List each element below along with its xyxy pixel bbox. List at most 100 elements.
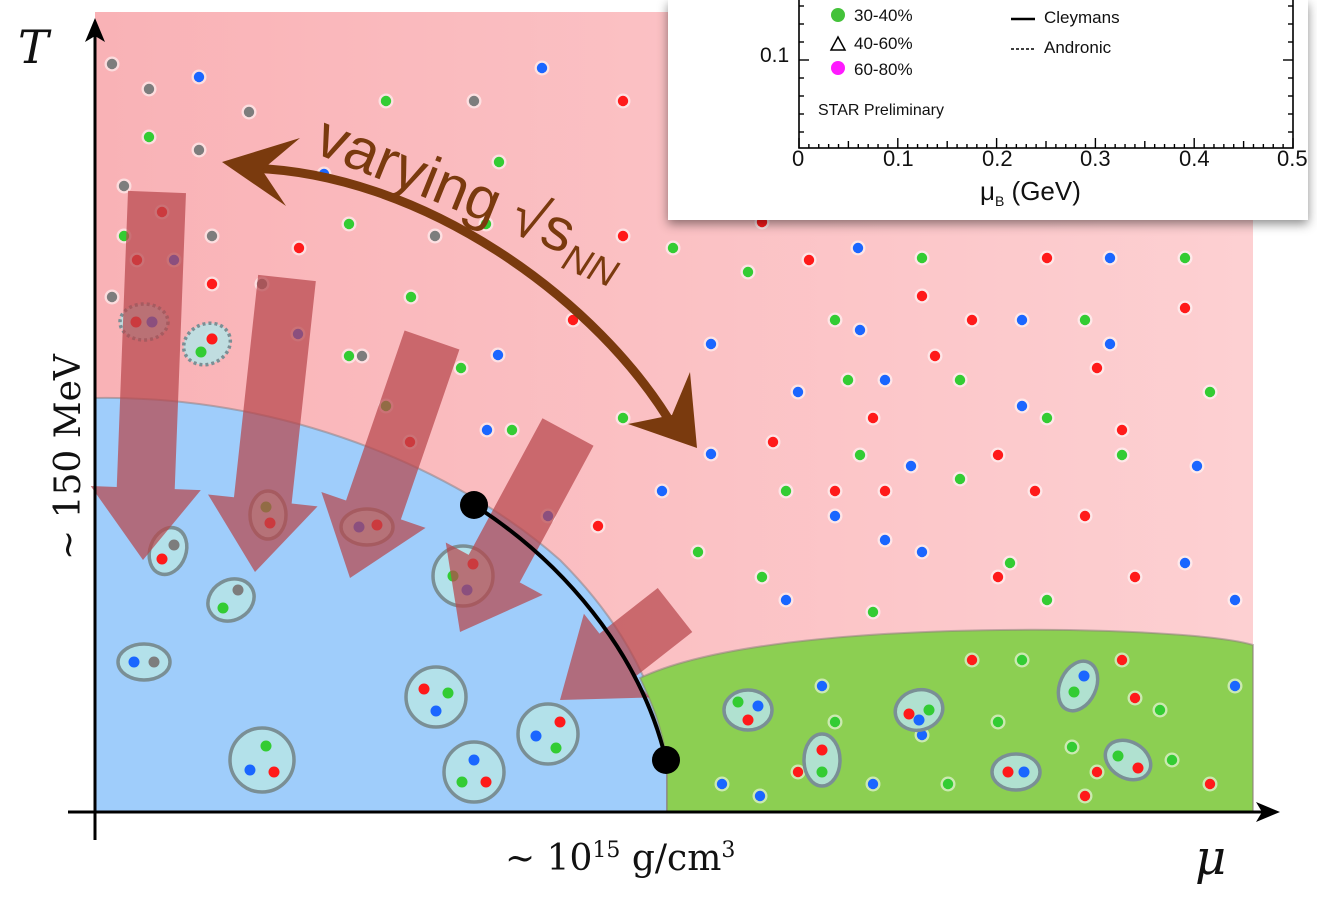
- quark-dot: [867, 412, 879, 424]
- quark-dot: [1104, 338, 1116, 350]
- quark-dot: [1129, 692, 1141, 704]
- quark-dot: [1079, 314, 1091, 326]
- quark-dot: [1016, 314, 1028, 326]
- quark-dot: [1204, 778, 1216, 790]
- hadron-bubble: [206, 577, 256, 623]
- critical-point: [460, 491, 488, 519]
- quark-dot: [493, 156, 505, 168]
- quark-dot: [879, 485, 891, 497]
- inset-xtick-3: 0.3: [1080, 146, 1111, 171]
- quark-dot: [656, 485, 668, 497]
- quark-dot: [1204, 386, 1216, 398]
- quark-dot: [842, 374, 854, 386]
- quark-dot: [916, 546, 928, 558]
- quark-dot: [992, 449, 1004, 461]
- quark-dot: [916, 729, 928, 741]
- quark-dot: [293, 242, 305, 254]
- inset-xtick-4: 0.4: [1179, 146, 1210, 171]
- quark-dot: [816, 680, 828, 692]
- quark-dot: [106, 58, 118, 70]
- freeze-out-arrow: [321, 330, 460, 578]
- quark-dot: [754, 790, 766, 802]
- inset-axes: [798, 0, 1294, 149]
- hadron-bubble: [116, 642, 172, 682]
- quark-dot: [929, 350, 941, 362]
- quark-dot: [118, 180, 130, 192]
- quark-dot: [716, 778, 728, 790]
- legend-marker-60-80: [831, 61, 845, 75]
- quark-dot: [852, 242, 864, 254]
- quark-dot: [1229, 594, 1241, 606]
- legend-label-andronic: Andronic: [1044, 38, 1112, 57]
- quark-dot: [1116, 449, 1128, 461]
- quark-dot: [867, 778, 879, 790]
- inset-xtick-5: 0.5: [1277, 146, 1308, 171]
- freeze-out-arrow: [208, 274, 318, 572]
- inset-credit: STAR Preliminary: [818, 102, 944, 119]
- quark-dot: [705, 448, 717, 460]
- quark-dot: [966, 314, 978, 326]
- quark-dot: [742, 266, 754, 278]
- quark-dot: [343, 218, 355, 230]
- quark-dot: [617, 95, 629, 107]
- hadron-bubble: [516, 702, 580, 766]
- quark-dot: [1154, 704, 1166, 716]
- quark-dot: [617, 230, 629, 242]
- hadron-bubble: [802, 732, 842, 788]
- quark-dot: [854, 324, 866, 336]
- quark-dot: [867, 606, 879, 618]
- phase-transition-line: [472, 503, 668, 761]
- legend-label-30-40: 30-40%: [854, 6, 913, 25]
- quark-dot: [1029, 485, 1041, 497]
- hadron-bubble: [442, 740, 506, 804]
- quark-dot: [455, 362, 467, 374]
- inset-xlabel-subscript: B: [994, 193, 1005, 210]
- quark-dot: [1179, 302, 1191, 314]
- quark-dot: [1179, 252, 1191, 264]
- freeze-out-arrows: [90, 190, 693, 700]
- legend-label-40-60: 40-60%: [854, 34, 913, 53]
- quark-dot: [667, 242, 679, 254]
- quark-dot: [692, 546, 704, 558]
- endpoint: [652, 746, 680, 774]
- quark-dot: [1091, 362, 1103, 374]
- double-arrow-head-right: [628, 372, 697, 448]
- density-unit: g/cm: [620, 838, 722, 879]
- quark-dot: [1116, 654, 1128, 666]
- temperature-axis-symbol: T: [18, 20, 49, 74]
- freeze-out-arrow: [560, 587, 693, 700]
- quark-dot: [592, 520, 604, 532]
- quark-dot: [756, 571, 768, 583]
- quark-dot: [905, 460, 917, 472]
- quark-dot: [879, 534, 891, 546]
- freeze-out-arrow: [445, 418, 594, 632]
- density-scale-label: ~ 1015 g/cm3: [505, 838, 735, 879]
- quark-dot: [536, 62, 548, 74]
- quark-dot: [480, 218, 492, 230]
- hadron-bubble: [1056, 659, 1100, 713]
- quark-dot: [1091, 766, 1103, 778]
- inset-xtick-1: 0.1: [883, 146, 914, 171]
- hadron-bubble: [722, 688, 774, 732]
- quark-dot: [492, 349, 504, 361]
- quark-dot: [916, 290, 928, 302]
- quark-dot: [854, 449, 866, 461]
- quark-dot: [143, 131, 155, 143]
- quark-dot: [405, 291, 417, 303]
- inset-xtick-0: 0: [792, 146, 805, 171]
- legend-marker-30-40: [831, 8, 845, 22]
- quark-dot: [356, 350, 368, 362]
- hadron-bubble: [1103, 738, 1153, 782]
- quark-dot: [954, 473, 966, 485]
- quark-dot: [193, 71, 205, 83]
- quark-dot: [792, 766, 804, 778]
- quark-dot: [829, 314, 841, 326]
- quark-dot: [468, 95, 480, 107]
- quark-dot: [1079, 790, 1091, 802]
- quark-dot: [829, 510, 841, 522]
- quark-dot: [1129, 571, 1141, 583]
- double-arrow-head-left: [222, 138, 300, 206]
- quark-dot: [1004, 557, 1016, 569]
- quark-dot: [942, 778, 954, 790]
- quark-dot: [1041, 252, 1053, 264]
